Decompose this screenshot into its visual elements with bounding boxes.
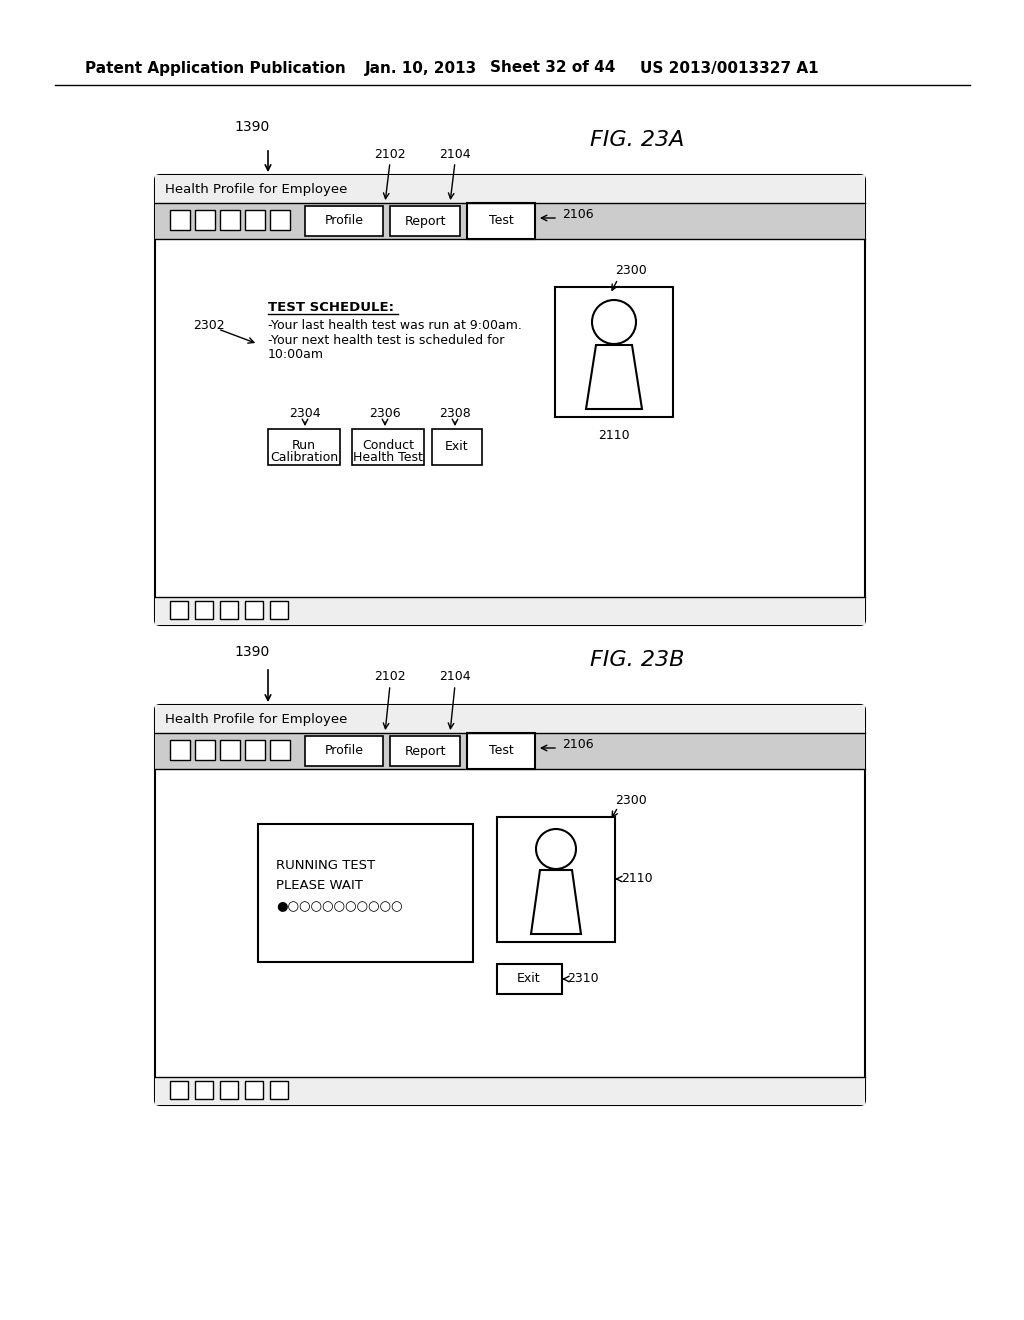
Bar <box>220 601 238 619</box>
Bar <box>170 741 190 760</box>
Bar <box>170 1081 188 1100</box>
Text: Exit: Exit <box>517 973 541 986</box>
Text: 2106: 2106 <box>562 209 594 220</box>
Text: Health Profile for Employee: Health Profile for Employee <box>165 182 347 195</box>
Bar <box>352 429 424 465</box>
Bar <box>258 824 473 962</box>
Bar <box>270 601 288 619</box>
Text: Exit: Exit <box>445 441 469 454</box>
Text: 2104: 2104 <box>439 148 471 161</box>
Text: 2302: 2302 <box>193 319 224 333</box>
Text: FIG. 23B: FIG. 23B <box>590 649 684 671</box>
Text: 1390: 1390 <box>234 645 269 659</box>
Bar <box>467 733 535 770</box>
Bar <box>245 601 263 619</box>
Text: Report: Report <box>404 214 445 227</box>
FancyBboxPatch shape <box>155 176 865 624</box>
Bar <box>220 741 240 760</box>
Text: 2102: 2102 <box>374 671 406 682</box>
Text: TEST SCHEDULE:: TEST SCHEDULE: <box>268 301 394 314</box>
Bar <box>220 210 240 230</box>
Bar <box>467 203 535 239</box>
Bar <box>155 733 865 770</box>
Text: 2300: 2300 <box>615 264 647 277</box>
Bar <box>305 206 383 236</box>
Bar <box>245 741 265 760</box>
Text: -Your last health test was run at 9:00am.: -Your last health test was run at 9:00am… <box>268 319 522 333</box>
FancyBboxPatch shape <box>155 705 865 1105</box>
Text: PLEASE WAIT: PLEASE WAIT <box>276 879 362 892</box>
Bar <box>195 741 215 760</box>
Bar <box>195 601 213 619</box>
Text: 2104: 2104 <box>439 671 471 682</box>
Bar <box>155 705 865 733</box>
Bar <box>155 203 865 239</box>
Text: Sheet 32 of 44: Sheet 32 of 44 <box>490 61 615 75</box>
Bar <box>497 817 615 942</box>
Text: 2306: 2306 <box>370 407 400 420</box>
Bar <box>155 176 865 203</box>
Text: Profile: Profile <box>325 214 364 227</box>
Text: Calibration: Calibration <box>270 451 338 465</box>
Text: Conduct: Conduct <box>362 440 414 451</box>
Text: ●○○○○○○○○○○: ●○○○○○○○○○○ <box>276 900 402 913</box>
Bar <box>555 286 673 417</box>
Bar <box>270 1081 288 1100</box>
Bar <box>245 210 265 230</box>
Text: Health Profile for Employee: Health Profile for Employee <box>165 713 347 726</box>
Text: 2300: 2300 <box>615 795 647 807</box>
Bar <box>270 741 290 760</box>
Bar <box>195 1081 213 1100</box>
Text: 1390: 1390 <box>234 120 269 135</box>
Text: 2304: 2304 <box>289 407 321 420</box>
Text: FIG. 23A: FIG. 23A <box>590 129 684 150</box>
Bar <box>432 429 482 465</box>
Bar <box>170 601 188 619</box>
Bar <box>155 597 865 624</box>
Text: 10:00am: 10:00am <box>268 348 324 360</box>
Bar <box>220 1081 238 1100</box>
Text: Test: Test <box>488 214 513 227</box>
Text: 2102: 2102 <box>374 148 406 161</box>
Bar <box>268 429 340 465</box>
Text: Report: Report <box>404 744 445 758</box>
Bar <box>390 206 460 236</box>
Bar <box>195 210 215 230</box>
Bar <box>170 210 190 230</box>
Text: Health Test: Health Test <box>353 451 423 465</box>
Bar <box>155 1077 865 1105</box>
Text: RUNNING TEST: RUNNING TEST <box>276 859 375 873</box>
Bar <box>245 1081 263 1100</box>
Text: Test: Test <box>488 744 513 758</box>
Text: 2310: 2310 <box>567 973 599 986</box>
Text: 2106: 2106 <box>562 738 594 751</box>
Text: Jan. 10, 2013: Jan. 10, 2013 <box>365 61 477 75</box>
Text: Run: Run <box>292 440 316 451</box>
Text: US 2013/0013327 A1: US 2013/0013327 A1 <box>640 61 818 75</box>
Text: 2110: 2110 <box>621 873 652 886</box>
Text: 2308: 2308 <box>439 407 471 420</box>
Text: Patent Application Publication: Patent Application Publication <box>85 61 346 75</box>
Bar <box>390 737 460 766</box>
Text: Profile: Profile <box>325 744 364 758</box>
Text: 2110: 2110 <box>598 429 630 442</box>
Text: -Your next health test is scheduled for: -Your next health test is scheduled for <box>268 334 505 347</box>
Bar <box>305 737 383 766</box>
Bar <box>270 210 290 230</box>
Bar <box>497 964 562 994</box>
